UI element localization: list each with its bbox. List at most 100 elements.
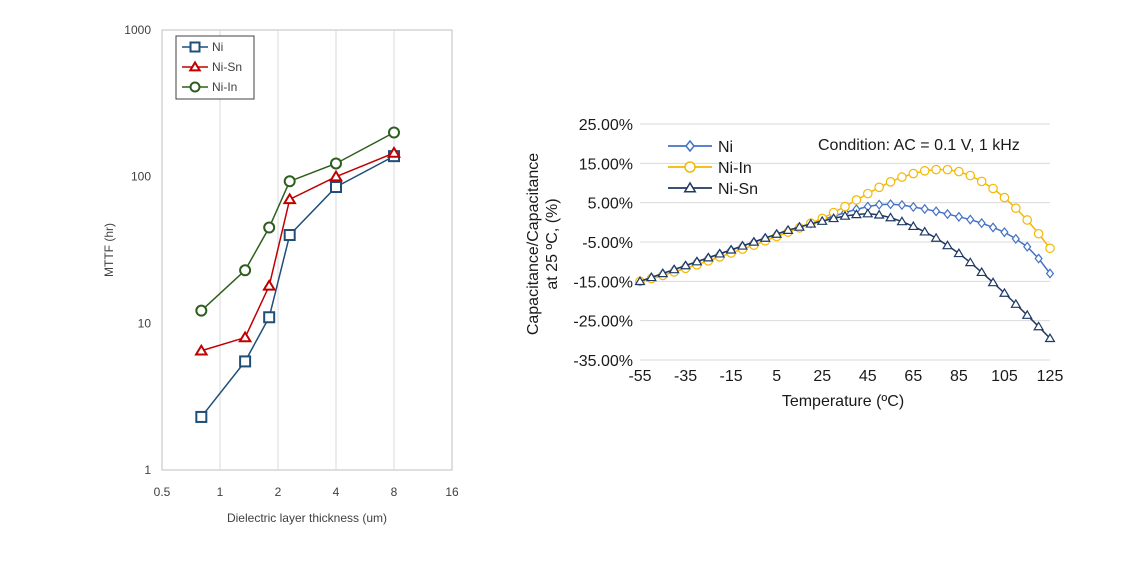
cap-data-point	[988, 222, 998, 233]
mttf-x-tick-label: 8	[391, 485, 398, 499]
cap-data-point	[964, 257, 976, 267]
cap-data-point	[953, 248, 965, 258]
cap-data-point	[874, 182, 884, 193]
cap-data-point	[897, 199, 907, 211]
cap-legend-item: Ni-Sn	[668, 181, 758, 198]
cap-data-point	[942, 240, 953, 250]
mttf-legend-item: Ni	[182, 40, 223, 54]
cap-data-point	[873, 209, 885, 219]
cap-data-point	[875, 199, 884, 210]
cap-legend-marker	[684, 161, 696, 173]
mttf-series-line	[201, 152, 395, 352]
cap-data-point	[977, 217, 986, 229]
mttf-y-tick-label: 10	[138, 316, 152, 330]
cap-data-point	[1045, 243, 1055, 254]
mttf-legend-label: Ni-In	[212, 80, 237, 94]
mttf-data-point	[283, 229, 296, 242]
cap-data-point	[976, 176, 987, 187]
cap-data-point	[919, 226, 931, 236]
mttf-series-ni-in	[195, 126, 400, 317]
cap-data-point	[931, 206, 941, 217]
cap-x-tick-label: 85	[950, 368, 968, 385]
cap-data-point	[691, 256, 703, 266]
cap-legend-label: Ni	[718, 139, 733, 156]
cap-data-point	[1011, 203, 1021, 213]
cap-legend: Ni Ni-In Ni-Sn	[668, 139, 758, 198]
cap-data-point	[714, 248, 726, 258]
cap-legend-label: Ni-Sn	[718, 181, 758, 198]
mttf-x-tick-label: 0.5	[154, 485, 171, 499]
cap-data-point	[943, 208, 952, 220]
cap-data-point	[1033, 321, 1045, 331]
cap-y-tick-label: 15.00%	[579, 156, 633, 173]
mttf-y-tick-label: 1	[144, 463, 151, 477]
cap-data-point	[885, 177, 896, 187]
cap-series-line	[639, 212, 1051, 339]
cap-data-point	[862, 208, 874, 218]
cap-data-point	[657, 268, 669, 278]
mttf-x-tick-label: 1	[217, 485, 224, 499]
cap-series-ni-sn	[634, 208, 1056, 343]
cap-legend-item: Ni	[668, 139, 733, 156]
cap-data-point	[782, 224, 794, 234]
cap-data-point	[816, 215, 828, 225]
cap-data-point	[840, 201, 850, 212]
mttf-legend-marker	[189, 81, 201, 93]
cap-data-point	[1033, 228, 1044, 239]
mttf-series-line	[200, 131, 395, 312]
mttf-data-point	[195, 410, 208, 423]
cap-x-tick-label: -55	[628, 368, 651, 385]
mttf-data-point	[194, 343, 209, 356]
cap-data-point	[850, 209, 862, 219]
cap-y-tick-label: 25.00%	[579, 117, 633, 134]
cap-data-point	[748, 236, 760, 246]
mttf-data-point	[239, 355, 252, 368]
cap-data-point	[942, 164, 953, 175]
mttf-y-tick-label: 1000	[124, 23, 151, 37]
capacitance-chart: -55 -35 -15 5 25 45 65 85 105 125 25.00% 15.00% 5.0…	[525, 117, 1063, 410]
cap-x-tick-label: 125	[1037, 368, 1064, 385]
mttf-data-point	[328, 169, 344, 182]
mttf-legend-marker	[188, 60, 202, 72]
cap-data-point	[909, 201, 918, 213]
mttf-legend-item: Ni-Sn	[182, 60, 242, 74]
cap-data-point	[987, 277, 999, 287]
mttf-plot-area	[161, 29, 453, 471]
cap-y-tick-label: -5.00%	[582, 235, 633, 252]
mttf-data-point	[283, 175, 296, 188]
cap-data-point	[771, 228, 783, 238]
cap-data-point	[634, 275, 646, 286]
cap-y-tick-label: -15.00%	[573, 274, 633, 291]
cap-data-point	[988, 183, 998, 194]
mttf-x-tick-label: 16	[445, 485, 459, 499]
cap-y-axis-label-line2: at 25 ºC, (%)	[544, 198, 561, 289]
mttf-legend: Ni Ni-Sn Ni-In	[175, 35, 255, 100]
mttf-data-point	[388, 126, 400, 139]
mttf-series-ni-sn	[194, 146, 402, 356]
cap-data-point	[999, 192, 1010, 203]
cap-data-point	[920, 203, 929, 215]
mttf-series-line	[200, 155, 395, 418]
cap-x-tick-label: 65	[904, 368, 922, 385]
cap-data-point	[930, 232, 942, 242]
cap-x-tick-label: -15	[720, 368, 743, 385]
cap-data-point	[885, 212, 897, 222]
cap-data-point	[851, 195, 862, 205]
mttf-data-point	[330, 181, 342, 194]
mttf-data-point	[239, 264, 252, 277]
cap-data-point	[759, 232, 771, 242]
cap-data-point	[919, 166, 930, 176]
mttf-x-axis-label: Dielectric layer thickness (um)	[227, 511, 387, 525]
cap-data-point	[976, 266, 988, 277]
mttf-data-point	[386, 146, 402, 158]
mttf-y-tick-label: 100	[131, 170, 151, 184]
mttf-data-point	[330, 157, 342, 170]
cap-data-point	[1023, 241, 1032, 252]
cap-legend-item: Ni-In	[668, 160, 752, 177]
mttf-data-point	[238, 330, 253, 343]
cap-data-point	[931, 164, 941, 175]
cap-data-point	[702, 252, 714, 262]
cap-data-point	[886, 199, 895, 210]
